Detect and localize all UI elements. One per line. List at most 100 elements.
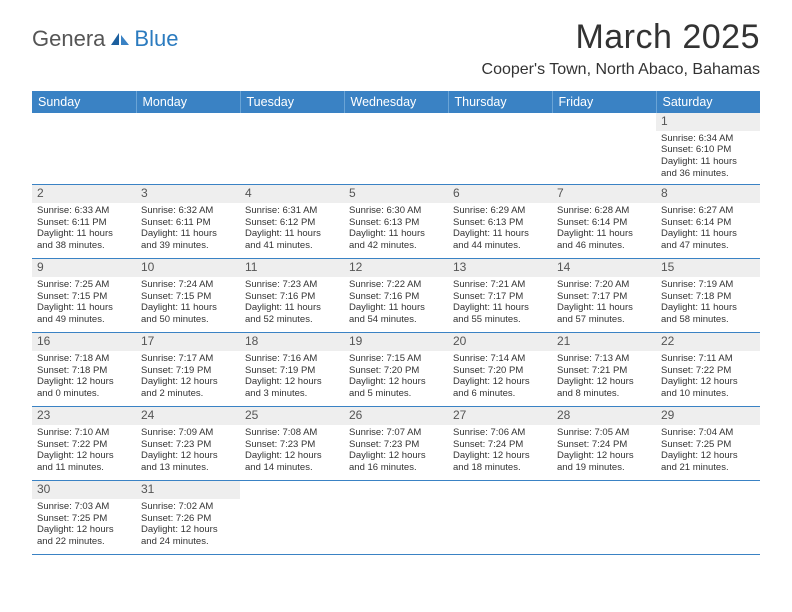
day-details: Sunrise: 7:17 AMSunset: 7:19 PMDaylight:… [141,353,235,401]
day-details: Sunrise: 6:29 AMSunset: 6:13 PMDaylight:… [453,205,547,253]
daylight-text: Daylight: 12 hours and 10 minutes. [661,376,755,400]
sunset-text: Sunset: 7:18 PM [37,365,131,377]
daylight-text: Daylight: 11 hours and 58 minutes. [661,302,755,326]
sunrise-text: Sunrise: 6:31 AM [245,205,339,217]
sunrise-text: Sunrise: 7:09 AM [141,427,235,439]
calendar-day-cell: 26Sunrise: 7:07 AMSunset: 7:23 PMDayligh… [344,407,448,481]
sunrise-text: Sunrise: 6:30 AM [349,205,443,217]
sunrise-text: Sunrise: 6:29 AM [453,205,547,217]
day-number: 30 [32,481,136,499]
sunset-text: Sunset: 7:24 PM [453,439,547,451]
day-details: Sunrise: 7:20 AMSunset: 7:17 PMDaylight:… [557,279,651,327]
sunrise-text: Sunrise: 7:03 AM [37,501,131,513]
calendar-day-cell: 31Sunrise: 7:02 AMSunset: 7:26 PMDayligh… [136,481,240,555]
calendar-day-cell: 25Sunrise: 7:08 AMSunset: 7:23 PMDayligh… [240,407,344,481]
day-number: 28 [552,407,656,425]
sunrise-text: Sunrise: 6:32 AM [141,205,235,217]
calendar-day-cell: 27 Sunrise: 7:06 AMSunset: 7:24 PMDayligh… [448,407,552,481]
calendar-table: SundayMondayTuesdayWednesdayThursdayFrid… [32,91,760,555]
calendar-day-cell: 18Sunrise: 7:16 AMSunset: 7:19 PMDayligh… [240,333,344,407]
day-details: Sunrise: 7:19 AMSunset: 7:18 PMDaylight:… [661,279,755,327]
sunrise-text: Sunrise: 7:24 AM [141,279,235,291]
day-details: Sunrise: 7:13 AMSunset: 7:21 PMDaylight:… [557,353,651,401]
sunset-text: Sunset: 6:10 PM [661,144,755,156]
daylight-text: Daylight: 11 hours and 55 minutes. [453,302,547,326]
sunset-text: Sunset: 7:18 PM [661,291,755,303]
sunrise-text: Sunrise: 7:16 AM [245,353,339,365]
day-number: 17 [136,333,240,351]
day-details: Sunrise: 6:34 AMSunset: 6:10 PMDaylight:… [661,133,755,181]
day-number: 1 [656,113,760,131]
calendar-day-cell [552,113,656,185]
calendar-day-cell: 4Sunrise: 6:31 AMSunset: 6:12 PMDaylight… [240,185,344,259]
daylight-text: Daylight: 12 hours and 13 minutes. [141,450,235,474]
sunset-text: Sunset: 7:16 PM [349,291,443,303]
day-number: 16 [32,333,136,351]
calendar-day-cell: 1 Sunrise: 6:34 AMSunset: 6:10 PMDaylight… [656,113,760,185]
sunrise-text: Sunrise: 7:21 AM [453,279,547,291]
sunrise-text: Sunrise: 6:28 AM [557,205,651,217]
sunrise-text: Sunrise: 7:06 AM [453,427,547,439]
daylight-text: Daylight: 11 hours and 42 minutes. [349,228,443,252]
sunrise-text: Sunrise: 7:14 AM [453,353,547,365]
logo-sail-icon [109,31,131,47]
calendar-day-cell: 15Sunrise: 7:19 AMSunset: 7:18 PMDayligh… [656,259,760,333]
daylight-text: Daylight: 12 hours and 2 minutes. [141,376,235,400]
weekday-header: Wednesday [344,91,448,113]
sunrise-text: Sunrise: 7:11 AM [661,353,755,365]
calendar-body: 1 Sunrise: 6:34 AMSunset: 6:10 PMDaylight… [32,113,760,555]
day-details: Sunrise: 7:04 AMSunset: 7:25 PMDaylight:… [661,427,755,475]
calendar-day-cell: 13Sunrise: 7:21 AMSunset: 7:17 PMDayligh… [448,259,552,333]
day-details: Sunrise: 7:23 AMSunset: 7:16 PMDaylight:… [245,279,339,327]
sunset-text: Sunset: 7:25 PM [661,439,755,451]
day-number: 11 [240,259,344,277]
daylight-text: Daylight: 12 hours and 8 minutes. [557,376,651,400]
day-details: Sunrise: 7:11 AMSunset: 7:22 PMDaylight:… [661,353,755,401]
calendar-day-cell: 21Sunrise: 7:13 AMSunset: 7:21 PMDayligh… [552,333,656,407]
daylight-text: Daylight: 11 hours and 46 minutes. [557,228,651,252]
daylight-text: Daylight: 11 hours and 38 minutes. [37,228,131,252]
day-details: Sunrise: 7:09 AMSunset: 7:23 PMDaylight:… [141,427,235,475]
day-number [448,481,552,499]
sunset-text: Sunset: 6:14 PM [661,217,755,229]
calendar-day-cell: 22Sunrise: 7:11 AMSunset: 7:22 PMDayligh… [656,333,760,407]
day-details: Sunrise: 7:06 AMSunset: 7:24 PMDaylight:… [453,427,547,475]
header: Genera Blue March 2025 Cooper's Town, No… [0,0,792,83]
day-number [448,113,552,131]
sunset-text: Sunset: 6:12 PM [245,217,339,229]
sunrise-text: Sunrise: 7:05 AM [557,427,651,439]
day-number: 14 [552,259,656,277]
day-number: 24 [136,407,240,425]
sunset-text: Sunset: 7:23 PM [245,439,339,451]
weekday-header: Monday [136,91,240,113]
day-number: 19 [344,333,448,351]
calendar-day-cell: 6Sunrise: 6:29 AMSunset: 6:13 PMDaylight… [448,185,552,259]
sunset-text: Sunset: 7:22 PM [661,365,755,377]
day-number [136,113,240,131]
daylight-text: Daylight: 11 hours and 44 minutes. [453,228,547,252]
sunrise-text: Sunrise: 7:17 AM [141,353,235,365]
day-details: Sunrise: 7:05 AMSunset: 7:24 PMDaylight:… [557,427,651,475]
day-number: 3 [136,185,240,203]
sunset-text: Sunset: 7:20 PM [349,365,443,377]
day-number: 9 [32,259,136,277]
day-details: Sunrise: 7:08 AMSunset: 7:23 PMDaylight:… [245,427,339,475]
day-details: Sunrise: 7:18 AMSunset: 7:18 PMDaylight:… [37,353,131,401]
sunrise-text: Sunrise: 7:07 AM [349,427,443,439]
sunrise-text: Sunrise: 7:25 AM [37,279,131,291]
sunset-text: Sunset: 7:21 PM [557,365,651,377]
calendar-week-row: 9Sunrise: 7:25 AMSunset: 7:15 PMDaylight… [32,259,760,333]
daylight-text: Daylight: 12 hours and 6 minutes. [453,376,547,400]
daylight-text: Daylight: 11 hours and 57 minutes. [557,302,651,326]
calendar-week-row: 2 Sunrise: 6:33 AMSunset: 6:11 PMDaylight… [32,185,760,259]
day-number: 2 [32,185,136,203]
day-details: Sunrise: 7:10 AMSunset: 7:22 PMDaylight:… [37,427,131,475]
calendar-day-cell: 10Sunrise: 7:24 AMSunset: 7:15 PMDayligh… [136,259,240,333]
calendar-day-cell [32,113,136,185]
day-details: Sunrise: 6:27 AMSunset: 6:14 PMDaylight:… [661,205,755,253]
calendar-day-cell: 7Sunrise: 6:28 AMSunset: 6:14 PMDaylight… [552,185,656,259]
day-number [344,481,448,499]
day-number: 27 [448,407,552,425]
sunset-text: Sunset: 7:20 PM [453,365,547,377]
day-details: Sunrise: 6:33 AMSunset: 6:11 PMDaylight:… [37,205,131,253]
